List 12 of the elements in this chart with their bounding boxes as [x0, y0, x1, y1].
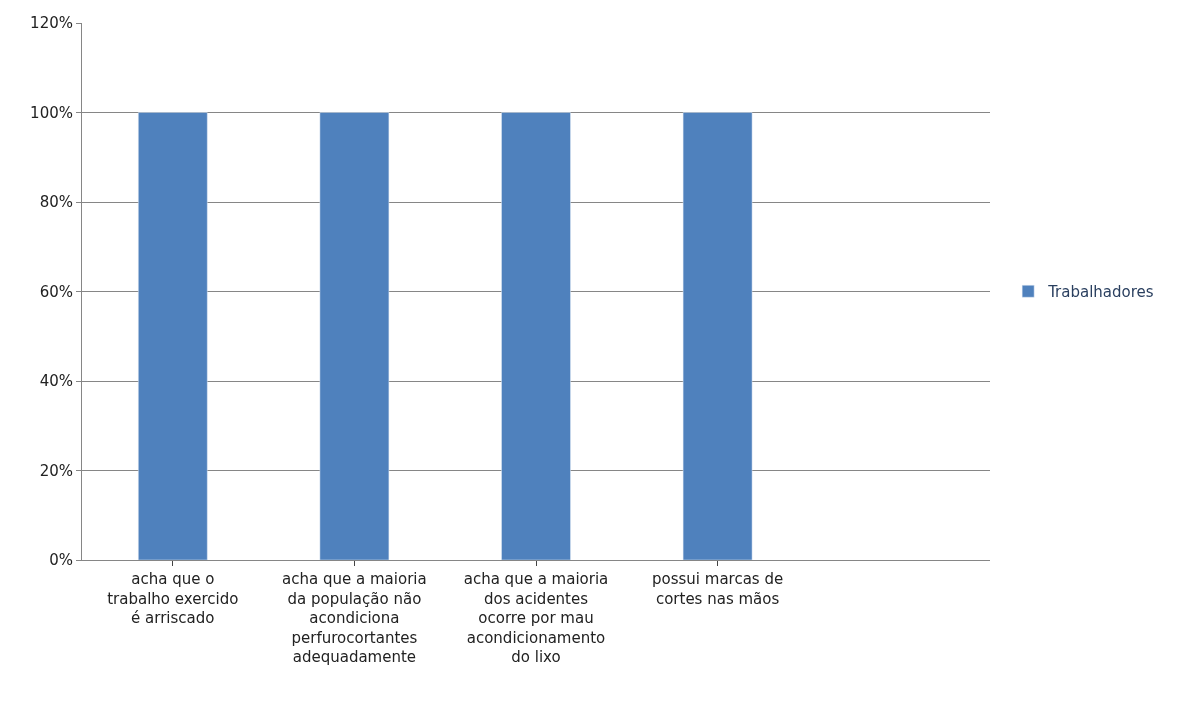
- x-tick-label: acha que a maioria da população não acondiciona perfurocortantes adequadamente: [282, 570, 427, 666]
- y-tick-label: 60%: [39, 282, 73, 301]
- y-tick-label: 20%: [39, 461, 73, 480]
- y-tick-label: 40%: [39, 372, 73, 391]
- x-tick-label: possui marcas de cortes nas mãos: [652, 570, 784, 608]
- y-tick-label: 100%: [30, 103, 73, 122]
- x-tick-label: acha que a maioria dos acidentes ocorre por mau acondicionamento do lixo: [463, 570, 609, 666]
- y-tick-label: 80%: [39, 193, 73, 212]
- y-tick-label: 120%: [30, 14, 73, 33]
- y-tick-label: 0%: [49, 551, 73, 570]
- x-tick-label: acha que o trabalho exercido é arriscado: [107, 570, 239, 627]
- legend-label: Trabalhadores: [1047, 283, 1154, 302]
